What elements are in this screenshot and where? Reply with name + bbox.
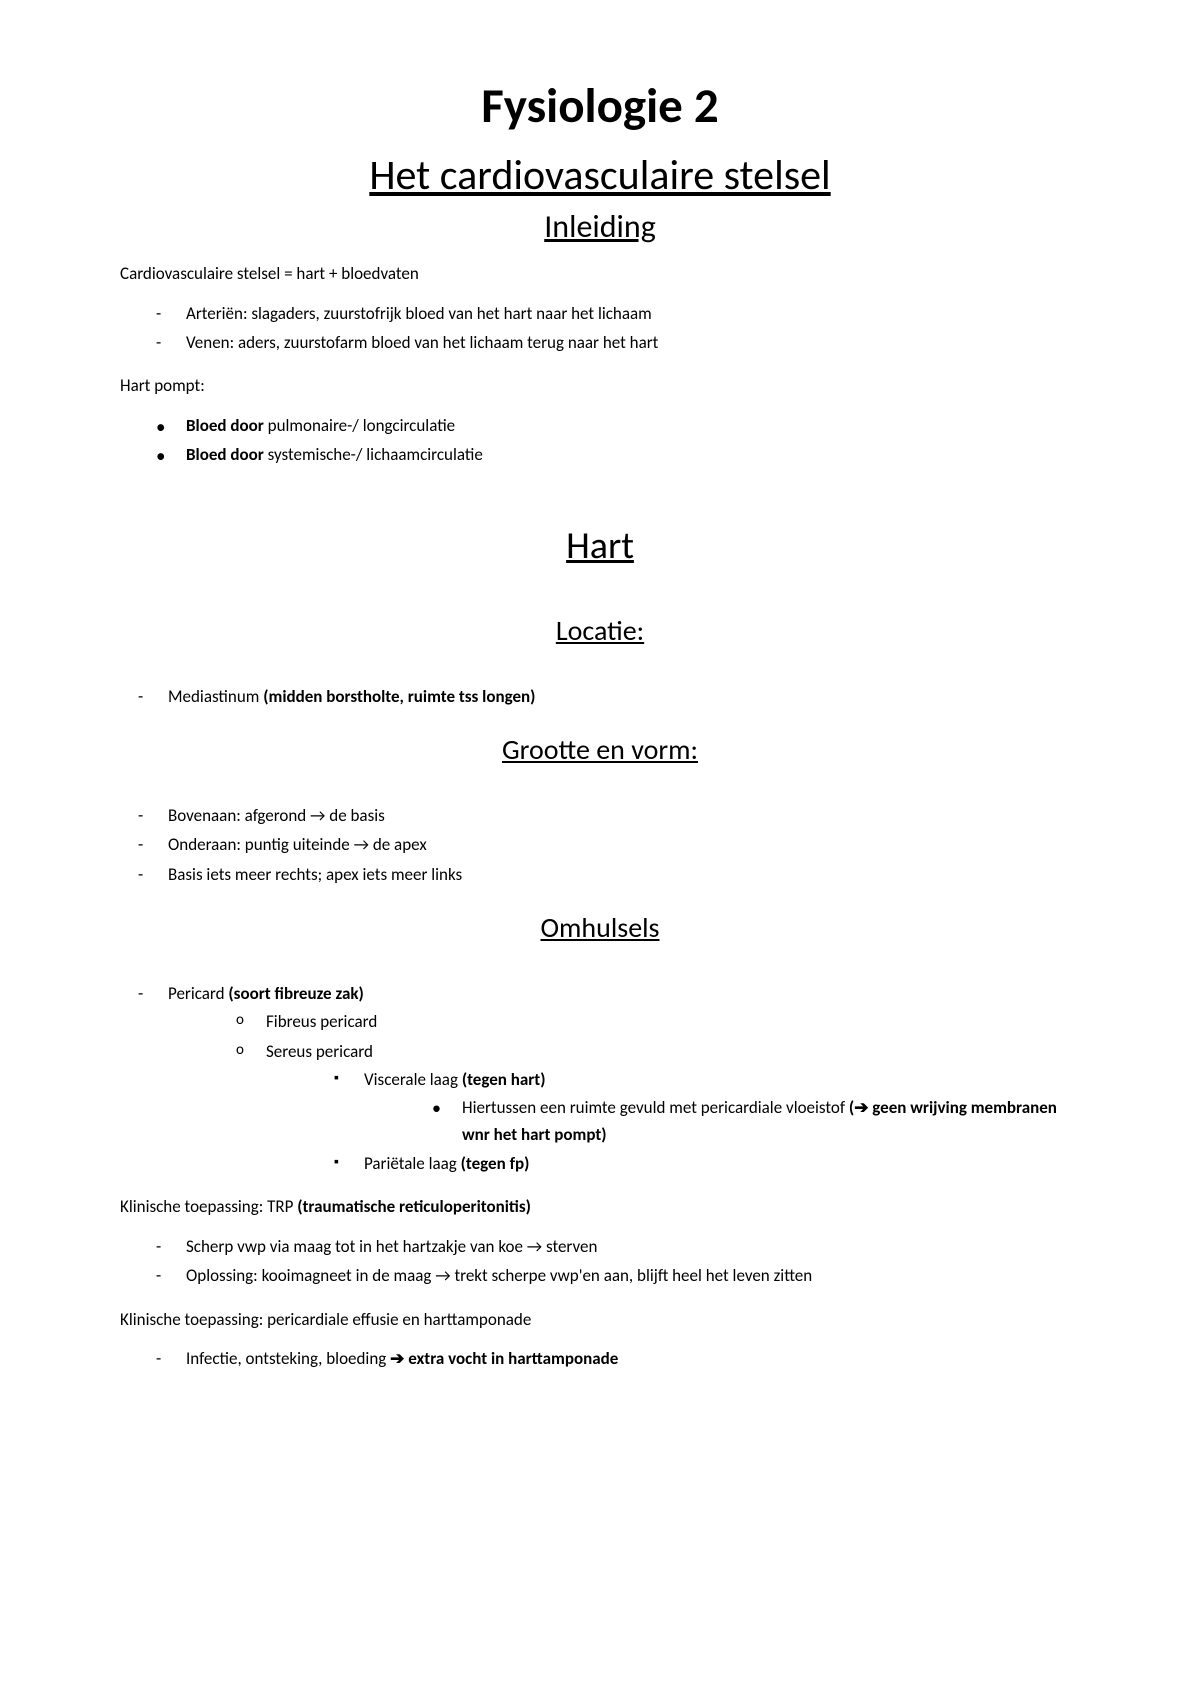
list-item: Bovenaan: afgerond → de basis (120, 803, 1080, 829)
list-item: Hiertussen een ruimte gevuld met pericar… (414, 1095, 1080, 1148)
page-subtitle: Het cardiovasculaire stelsel (120, 150, 1080, 201)
visc-sublist: Hiertussen een ruimte gevuld met pericar… (414, 1095, 1080, 1148)
list-item-text: Infectie, ontsteking, bloeding (186, 1348, 390, 1369)
list-item-prefix: Bloed door (186, 444, 264, 465)
trp-heading-bold: (traumatische reticuloperitonitis) (297, 1196, 531, 1217)
list-item: Bloed door pulmonaire-/ longcirculatie (120, 413, 1080, 439)
hart-heading: Hart (120, 523, 1080, 569)
pompt-list: Bloed door pulmonaire-/ longcirculatie B… (120, 413, 1080, 469)
list-item-text: Pericard (168, 983, 228, 1004)
list-item-text: Hiertussen een ruimte gevuld met pericar… (462, 1097, 849, 1118)
list-item: Oplossing: kooimagneet in de maag → trek… (120, 1263, 1080, 1289)
intro-line: Cardiovasculaire stelsel = hart + bloedv… (120, 262, 1080, 287)
list-item: Pariëtale laag (tegen fp) (316, 1151, 1080, 1177)
list-item: Infectie, ontsteking, bloeding ➔ extra v… (120, 1346, 1080, 1372)
list-item-bold: (tegen hart) (462, 1069, 546, 1090)
list-item: Pericard (soort fibreuze zak) Fibreus pe… (120, 981, 1080, 1177)
sereus-sublist: Viscerale laag (tegen hart) Hiertussen e… (316, 1067, 1080, 1177)
list-item-text: systemische-/ lichaamcirculatie (264, 444, 483, 465)
list-item: Arteriën: slagaders, zuurstofrijk bloed … (120, 301, 1080, 327)
list-item-prefix: Bloed door (186, 415, 264, 436)
list-item-bold: (soort fibreuze zak) (228, 983, 363, 1004)
hart-pompt-label: Hart pompt: (120, 374, 1080, 399)
pericard-sublist: Fibreus pericard Sereus pericard Viscera… (218, 1009, 1080, 1177)
grootte-heading: Grootte en vorm: (120, 732, 1080, 767)
effusie-heading: Klinische toepassing: pericardiale effus… (120, 1308, 1080, 1333)
list-item-bold: (midden borstholte, ruimte tss longen) (263, 686, 535, 707)
intro-list: Arteriën: slagaders, zuurstofrijk bloed … (120, 301, 1080, 357)
list-item: Bloed door systemische-/ lichaamcirculat… (120, 442, 1080, 468)
trp-heading: Klinische toepassing: TRP (traumatische … (120, 1195, 1080, 1220)
list-item-text: pulmonaire-/ longcirculatie (264, 415, 455, 436)
locatie-list: Mediastinum (midden borstholte, ruimte t… (120, 684, 1080, 710)
trp-heading-text: Klinische toepassing: TRP (120, 1196, 297, 1217)
page-title: Fysiologie 2 (120, 76, 1080, 136)
trp-list: Scherp vwp via maag tot in het hartzakje… (120, 1234, 1080, 1290)
list-item: Mediastinum (midden borstholte, ruimte t… (120, 684, 1080, 710)
omhulsels-list: Pericard (soort fibreuze zak) Fibreus pe… (120, 981, 1080, 1177)
list-item-text: Pariëtale laag (364, 1153, 461, 1174)
list-item: Fibreus pericard (218, 1009, 1080, 1035)
list-item-text: Sereus pericard (266, 1041, 373, 1062)
list-item-bold: ➔ extra vocht in harttamponade (390, 1348, 618, 1369)
omhulsels-heading: Omhulsels (120, 910, 1080, 945)
list-item: Scherp vwp via maag tot in het hartzakje… (120, 1234, 1080, 1260)
list-item: Venen: aders, zuurstofarm bloed van het … (120, 330, 1080, 356)
list-item: Basis iets meer rechts; apex iets meer l… (120, 862, 1080, 888)
list-item: Onderaan: puntig uiteinde → de apex (120, 832, 1080, 858)
list-item: Sereus pericard Viscerale laag (tegen ha… (218, 1039, 1080, 1178)
list-item-text: Viscerale laag (364, 1069, 462, 1090)
effusie-list: Infectie, ontsteking, bloeding ➔ extra v… (120, 1346, 1080, 1372)
intro-heading: Inleiding (120, 207, 1080, 246)
list-item-bold: (tegen fp) (461, 1153, 530, 1174)
list-item-text: Mediastinum (168, 686, 263, 707)
grootte-list: Bovenaan: afgerond → de basis Onderaan: … (120, 803, 1080, 888)
locatie-heading: Locatie: (120, 613, 1080, 648)
list-item: Viscerale laag (tegen hart) Hiertussen e… (316, 1067, 1080, 1148)
